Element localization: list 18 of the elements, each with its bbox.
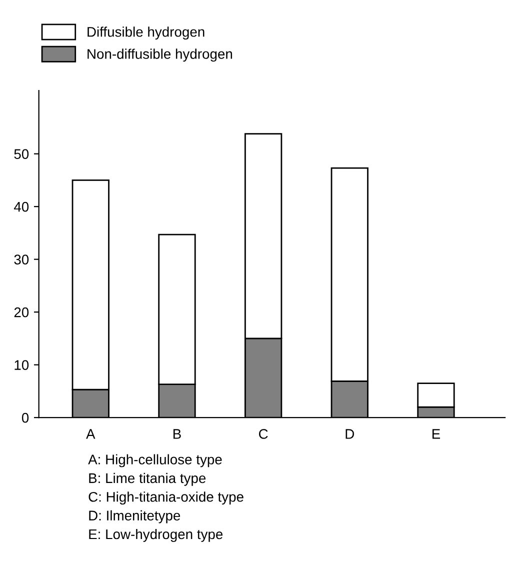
x-tick-label: D xyxy=(346,429,354,439)
y-tick-label: 40 xyxy=(14,202,29,212)
y-tick-label: 50 xyxy=(14,149,29,159)
legend-label: Non-diffusible hydrogen xyxy=(88,48,232,62)
text: A: High-cellulose type xyxy=(88,454,222,468)
text: D: Ilmenitetype xyxy=(89,510,180,524)
legend-label: Diffusible hydrogen xyxy=(88,26,204,40)
y-tick-label: 20 xyxy=(14,307,29,318)
x-tick-label: E xyxy=(432,429,440,439)
y-tick-label: 10 xyxy=(14,360,29,370)
x-tick-label: B xyxy=(173,429,181,439)
y-tick-label: 0 xyxy=(22,412,29,423)
text: B: Lime titania type xyxy=(89,472,206,486)
text: C: High-titania-oxide type xyxy=(88,492,244,505)
y-tick-label: 30 xyxy=(14,254,29,264)
x-tick-label: A xyxy=(86,429,96,439)
x-tick-label: C xyxy=(259,429,268,439)
text: E: Low-hydrogen type xyxy=(89,528,223,542)
